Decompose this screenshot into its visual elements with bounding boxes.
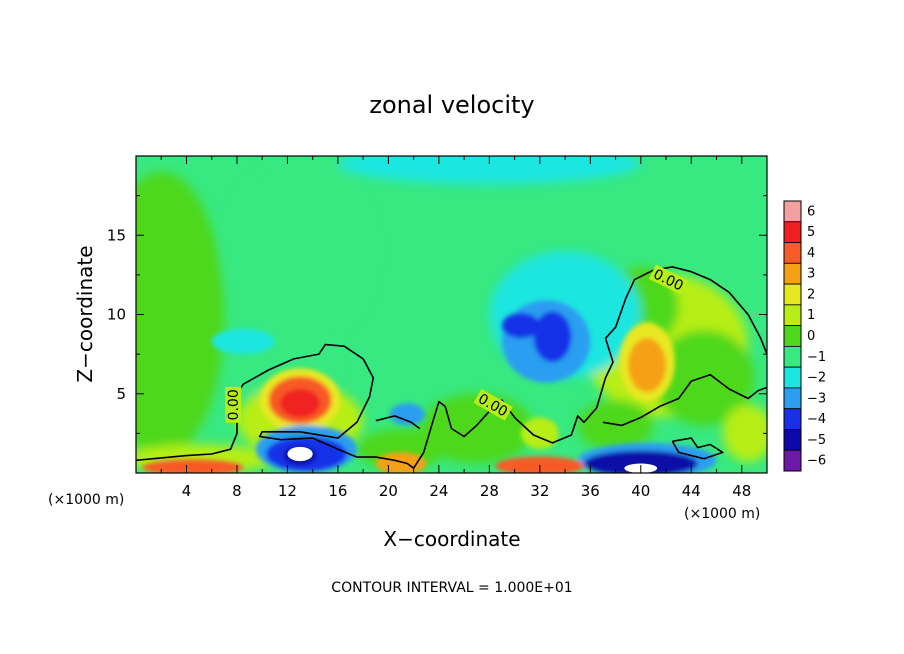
colorbar-label: 2 [807, 287, 815, 302]
field-extrema [142, 300, 717, 473]
field-blob [337, 156, 641, 185]
colorbar-label: 1 [807, 308, 815, 323]
x-tick-label: 28 [480, 482, 499, 500]
contour-interval-note: CONTOUR INTERVAL = 1.000E+01 [331, 580, 572, 596]
colorbar-swatch [783, 200, 802, 223]
field-extremum [584, 450, 698, 473]
x-tick-label: 20 [379, 482, 398, 500]
contour-label-mask [648, 264, 689, 295]
y-axis-label: Z−coordinate [73, 245, 97, 382]
x-tick-label: 44 [682, 482, 701, 500]
colorbar-swatch [783, 325, 802, 347]
zero-contour-line-1 [136, 266, 767, 469]
x-unit-right-label: (×1000 m) [684, 506, 760, 522]
colorbar-swatch [783, 221, 802, 243]
x-tick-label: 36 [581, 482, 600, 500]
x-axis-label: X−coordinate [383, 527, 520, 551]
colorbar-label: −1 [807, 350, 826, 365]
colorbar-label: 5 [807, 225, 815, 240]
x-axis: 4 8 12 16 20 24 28 32 36 40 44 48 [160, 156, 751, 500]
colorbar-label: 4 [807, 246, 815, 261]
field-extremum [628, 338, 667, 393]
contour-label-mask [473, 388, 513, 421]
colorbar-swatch [783, 366, 802, 389]
x-tick-label: 40 [631, 482, 650, 500]
field-extremum [495, 456, 584, 473]
field-extremum [501, 312, 540, 339]
y-axis: 5 10 15 [107, 195, 767, 434]
velocity-field [136, 156, 767, 473]
field-extremum [279, 388, 321, 418]
colorbar: 6 5 4 3 2 1 0 −1 −2 −3 −4 −5 −6 [783, 200, 826, 472]
colorbar-label: 0 [807, 329, 815, 344]
y-tick-label: 10 [107, 306, 126, 324]
x-unit-left-label: (×1000 m) [48, 492, 124, 508]
colorbar-label: 3 [807, 267, 815, 282]
colorbar-label: −5 [807, 433, 826, 448]
colorbar-swatch [783, 387, 802, 410]
field-blob [577, 400, 654, 451]
field-extremum [211, 328, 275, 355]
colorbar-label: −4 [807, 412, 826, 427]
colorbar-swatch [783, 304, 802, 327]
y-tick-label: 5 [116, 385, 126, 403]
field-extremum [533, 311, 572, 363]
field-extremum [142, 459, 244, 473]
colorbar-swatch [783, 262, 802, 285]
colorbar-label: −3 [807, 391, 826, 406]
field-blob [722, 404, 767, 462]
y-tick-label: 15 [107, 226, 126, 244]
field-extremum [375, 452, 427, 473]
colorbar-swatch [783, 242, 802, 264]
colorbar-swatch [783, 449, 802, 472]
field-extremum [520, 417, 559, 450]
colorbar-swatch [783, 408, 802, 430]
colorbar-swatch [783, 283, 802, 306]
field-peak-white [287, 446, 313, 462]
chart-title: zonal velocity [369, 91, 534, 119]
x-tick-label: 24 [429, 482, 448, 500]
contour-label-mask [225, 386, 242, 423]
x-tick-label: 48 [732, 482, 751, 500]
x-tick-label: 8 [232, 482, 242, 500]
zero-contour-line-2 [602, 373, 767, 427]
field-blob [136, 171, 225, 458]
colorbar-label: −6 [807, 454, 826, 469]
x-tick-label: 4 [182, 482, 192, 500]
colorbar-swatch [783, 345, 802, 368]
x-tick-label: 12 [278, 482, 297, 500]
field-extremum [389, 403, 425, 426]
colorbar-label: 6 [807, 204, 815, 219]
x-tick-label: 16 [328, 482, 347, 500]
field-blob [653, 330, 755, 426]
x-tick-label: 32 [530, 482, 549, 500]
colorbar-frame [783, 200, 802, 472]
zero-contour-line-3 [375, 415, 421, 430]
field-blob [224, 156, 376, 347]
colorbar-swatch [783, 429, 802, 451]
contour-label: 0.00 [226, 389, 242, 420]
zero-contour-line-4 [671, 437, 724, 460]
colorbar-label: −2 [807, 371, 826, 386]
